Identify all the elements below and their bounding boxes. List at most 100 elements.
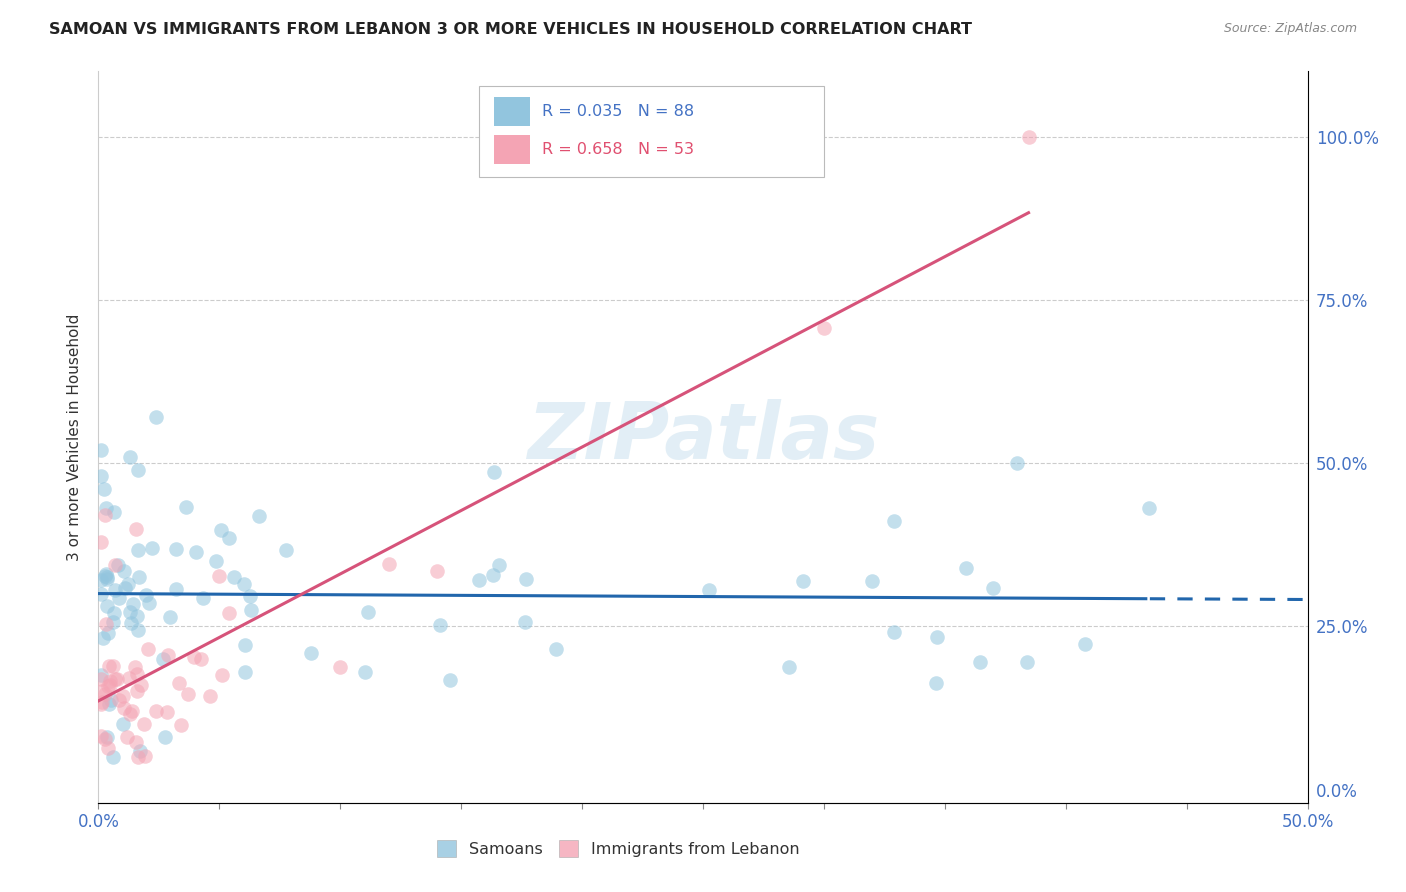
Point [222,570,245,584]
Point [94,568,117,582]
Point [103,505,125,519]
Point [191,591,214,605]
Point [120,615,142,630]
Point [96,617,118,632]
Point [1015,656,1038,670]
Point [90,573,112,587]
Point [104,583,127,598]
Point [1007,456,1029,470]
Point [274,543,297,558]
Point [813,321,835,335]
Point [165,541,187,556]
Point [426,564,449,578]
FancyBboxPatch shape [479,86,824,178]
Point [124,659,146,673]
Point [482,567,505,582]
FancyBboxPatch shape [494,135,530,164]
Point [152,651,174,665]
Point [96,731,118,745]
Point [103,615,125,629]
Point [104,558,127,572]
Point [90,673,112,687]
Text: R = 0.658   N = 53: R = 0.658 N = 53 [543,142,695,157]
Point [100,673,122,688]
Point [860,574,883,589]
Point [357,605,380,619]
Point [127,623,149,637]
Point [97,680,120,694]
Point [94,731,117,746]
Point [167,676,190,690]
Point [233,665,256,680]
Point [190,652,212,666]
Point [100,693,122,707]
Point [107,558,129,573]
Point [155,731,177,745]
Point [128,743,150,757]
Point [1074,637,1097,651]
Point [792,574,814,588]
Point [697,582,720,597]
Point [125,735,148,749]
Point [145,410,167,425]
Point [1139,500,1161,515]
Text: R = 0.035   N = 88: R = 0.035 N = 88 [543,104,695,120]
Point [204,554,226,568]
Point [127,542,149,557]
Point [488,558,510,572]
Point [329,659,352,673]
Point [218,531,240,545]
Point [121,704,143,718]
Point [91,684,114,698]
Point [165,582,187,596]
Point [211,668,233,682]
Point [114,582,136,596]
Point [233,638,256,652]
Point [125,683,148,698]
Point [96,572,118,586]
Point [969,655,991,669]
Point [981,582,1004,596]
Point [209,524,232,538]
Point [112,565,135,579]
Point [118,605,141,619]
Point [90,668,112,682]
Point [96,599,118,613]
Point [90,697,112,711]
Point [129,678,152,692]
Point [94,688,117,702]
Point [128,570,150,584]
Point [117,577,139,591]
Point [482,465,505,479]
Point [546,641,568,656]
Point [138,596,160,610]
Point [186,545,208,559]
Point [111,690,134,704]
Text: ZIPatlas: ZIPatlas [527,399,879,475]
Point [118,671,141,685]
Point [93,482,115,496]
Legend: Samoans, Immigrants from Lebanon: Samoans, Immigrants from Lebanon [437,840,800,857]
Point [121,598,143,612]
Point [924,676,946,690]
Point [90,534,112,549]
Point [90,730,112,744]
Point [145,704,167,718]
Point [183,650,205,665]
Point [132,717,155,731]
Point [925,630,948,644]
Point [90,443,112,458]
Point [117,731,139,745]
Point [127,667,149,681]
Point [91,632,114,646]
Y-axis label: 3 or more Vehicles in Household: 3 or more Vehicles in Household [67,313,83,561]
Point [883,514,905,528]
Point [515,573,537,587]
Point [198,689,221,703]
Point [883,624,905,639]
Point [377,557,399,571]
Point [97,625,120,640]
Point [955,560,977,574]
Point [134,748,156,763]
Point [97,741,120,756]
